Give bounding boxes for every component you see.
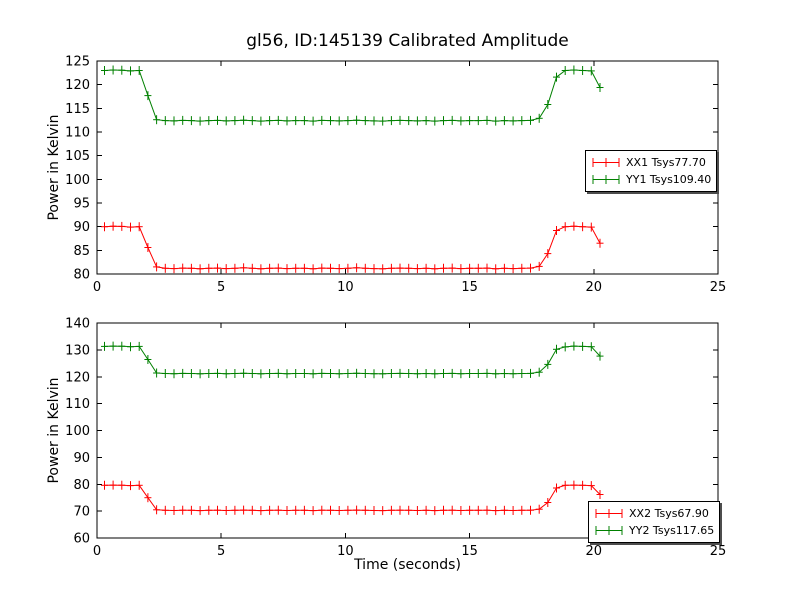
series-line [104,484,601,512]
y-tick-label: 80 [73,268,90,283]
legend-entry: YY1 Tsys109.40 [591,171,711,188]
series-line [104,225,601,270]
axes-frame [96,60,719,275]
x-tick-label: 25 [710,280,727,295]
legend-label: YY1 Tsys109.40 [626,173,712,186]
y-tick-label: 100 [65,424,90,439]
y-tick-label: 60 [73,532,90,547]
x-tick-label: 5 [217,280,225,295]
x-tick-label: 10 [337,280,354,295]
y-tick-label: 90 [73,451,90,466]
y-tick-label: 115 [65,102,90,117]
legend-key-icon [592,175,620,184]
x-tick-label: 0 [93,544,101,559]
legend-key-icon [595,509,623,518]
y-tick-label: 100 [65,173,90,188]
x-tick-label: 20 [586,544,603,559]
figure-title: gl56, ID:145139 Calibrated Amplitude [246,31,569,51]
y-tick-label: 130 [65,343,90,358]
y-tick-label: 105 [65,149,90,164]
y-tick-label: 110 [65,397,90,412]
legend-entry: YY2 Tsys117.65 [594,522,714,539]
y-tick-label: 140 [65,317,90,332]
y-tick-label: 125 [65,55,90,70]
y-tick-label: 120 [65,78,90,93]
x-tick-label: 25 [710,544,727,559]
x-tick-label: 0 [93,280,101,295]
x-tick-label: 10 [337,544,354,559]
legend-key-icon [592,158,620,167]
y-tick-label: 120 [65,370,90,385]
y-axis-label-top: Power in Kelvin [46,114,62,221]
x-tick-label: 20 [586,280,603,295]
y-axis-label-bottom: Power in Kelvin [46,377,62,484]
y-tick-label: 90 [73,220,90,235]
series-line [104,345,601,375]
series-line [104,69,601,122]
y-tick-label: 70 [73,505,90,520]
legend-key-icon [595,526,623,535]
legend-label: YY2 Tsys117.65 [629,524,715,537]
y-tick-label: 95 [73,197,90,212]
x-axis-label: Time (seconds) [354,557,461,573]
x-tick-label: 15 [461,544,478,559]
y-tick-label: 110 [65,126,90,141]
legend-bottom: XX2 Tsys67.90 YY2 Tsys117.65 [588,501,721,543]
legend-entry: XX1 Tsys77.70 [591,154,711,171]
legend-label: XX2 Tsys67.90 [629,507,709,520]
y-tick-label: 85 [73,244,90,259]
legend-top: XX1 Tsys77.70 YY1 Tsys109.40 [585,150,718,192]
y-tick-label: 80 [73,478,90,493]
x-tick-label: 15 [461,280,478,295]
x-tick-label: 5 [217,544,225,559]
legend-label: XX1 Tsys77.70 [626,156,706,169]
legend-entry: XX2 Tsys67.90 [594,505,714,522]
